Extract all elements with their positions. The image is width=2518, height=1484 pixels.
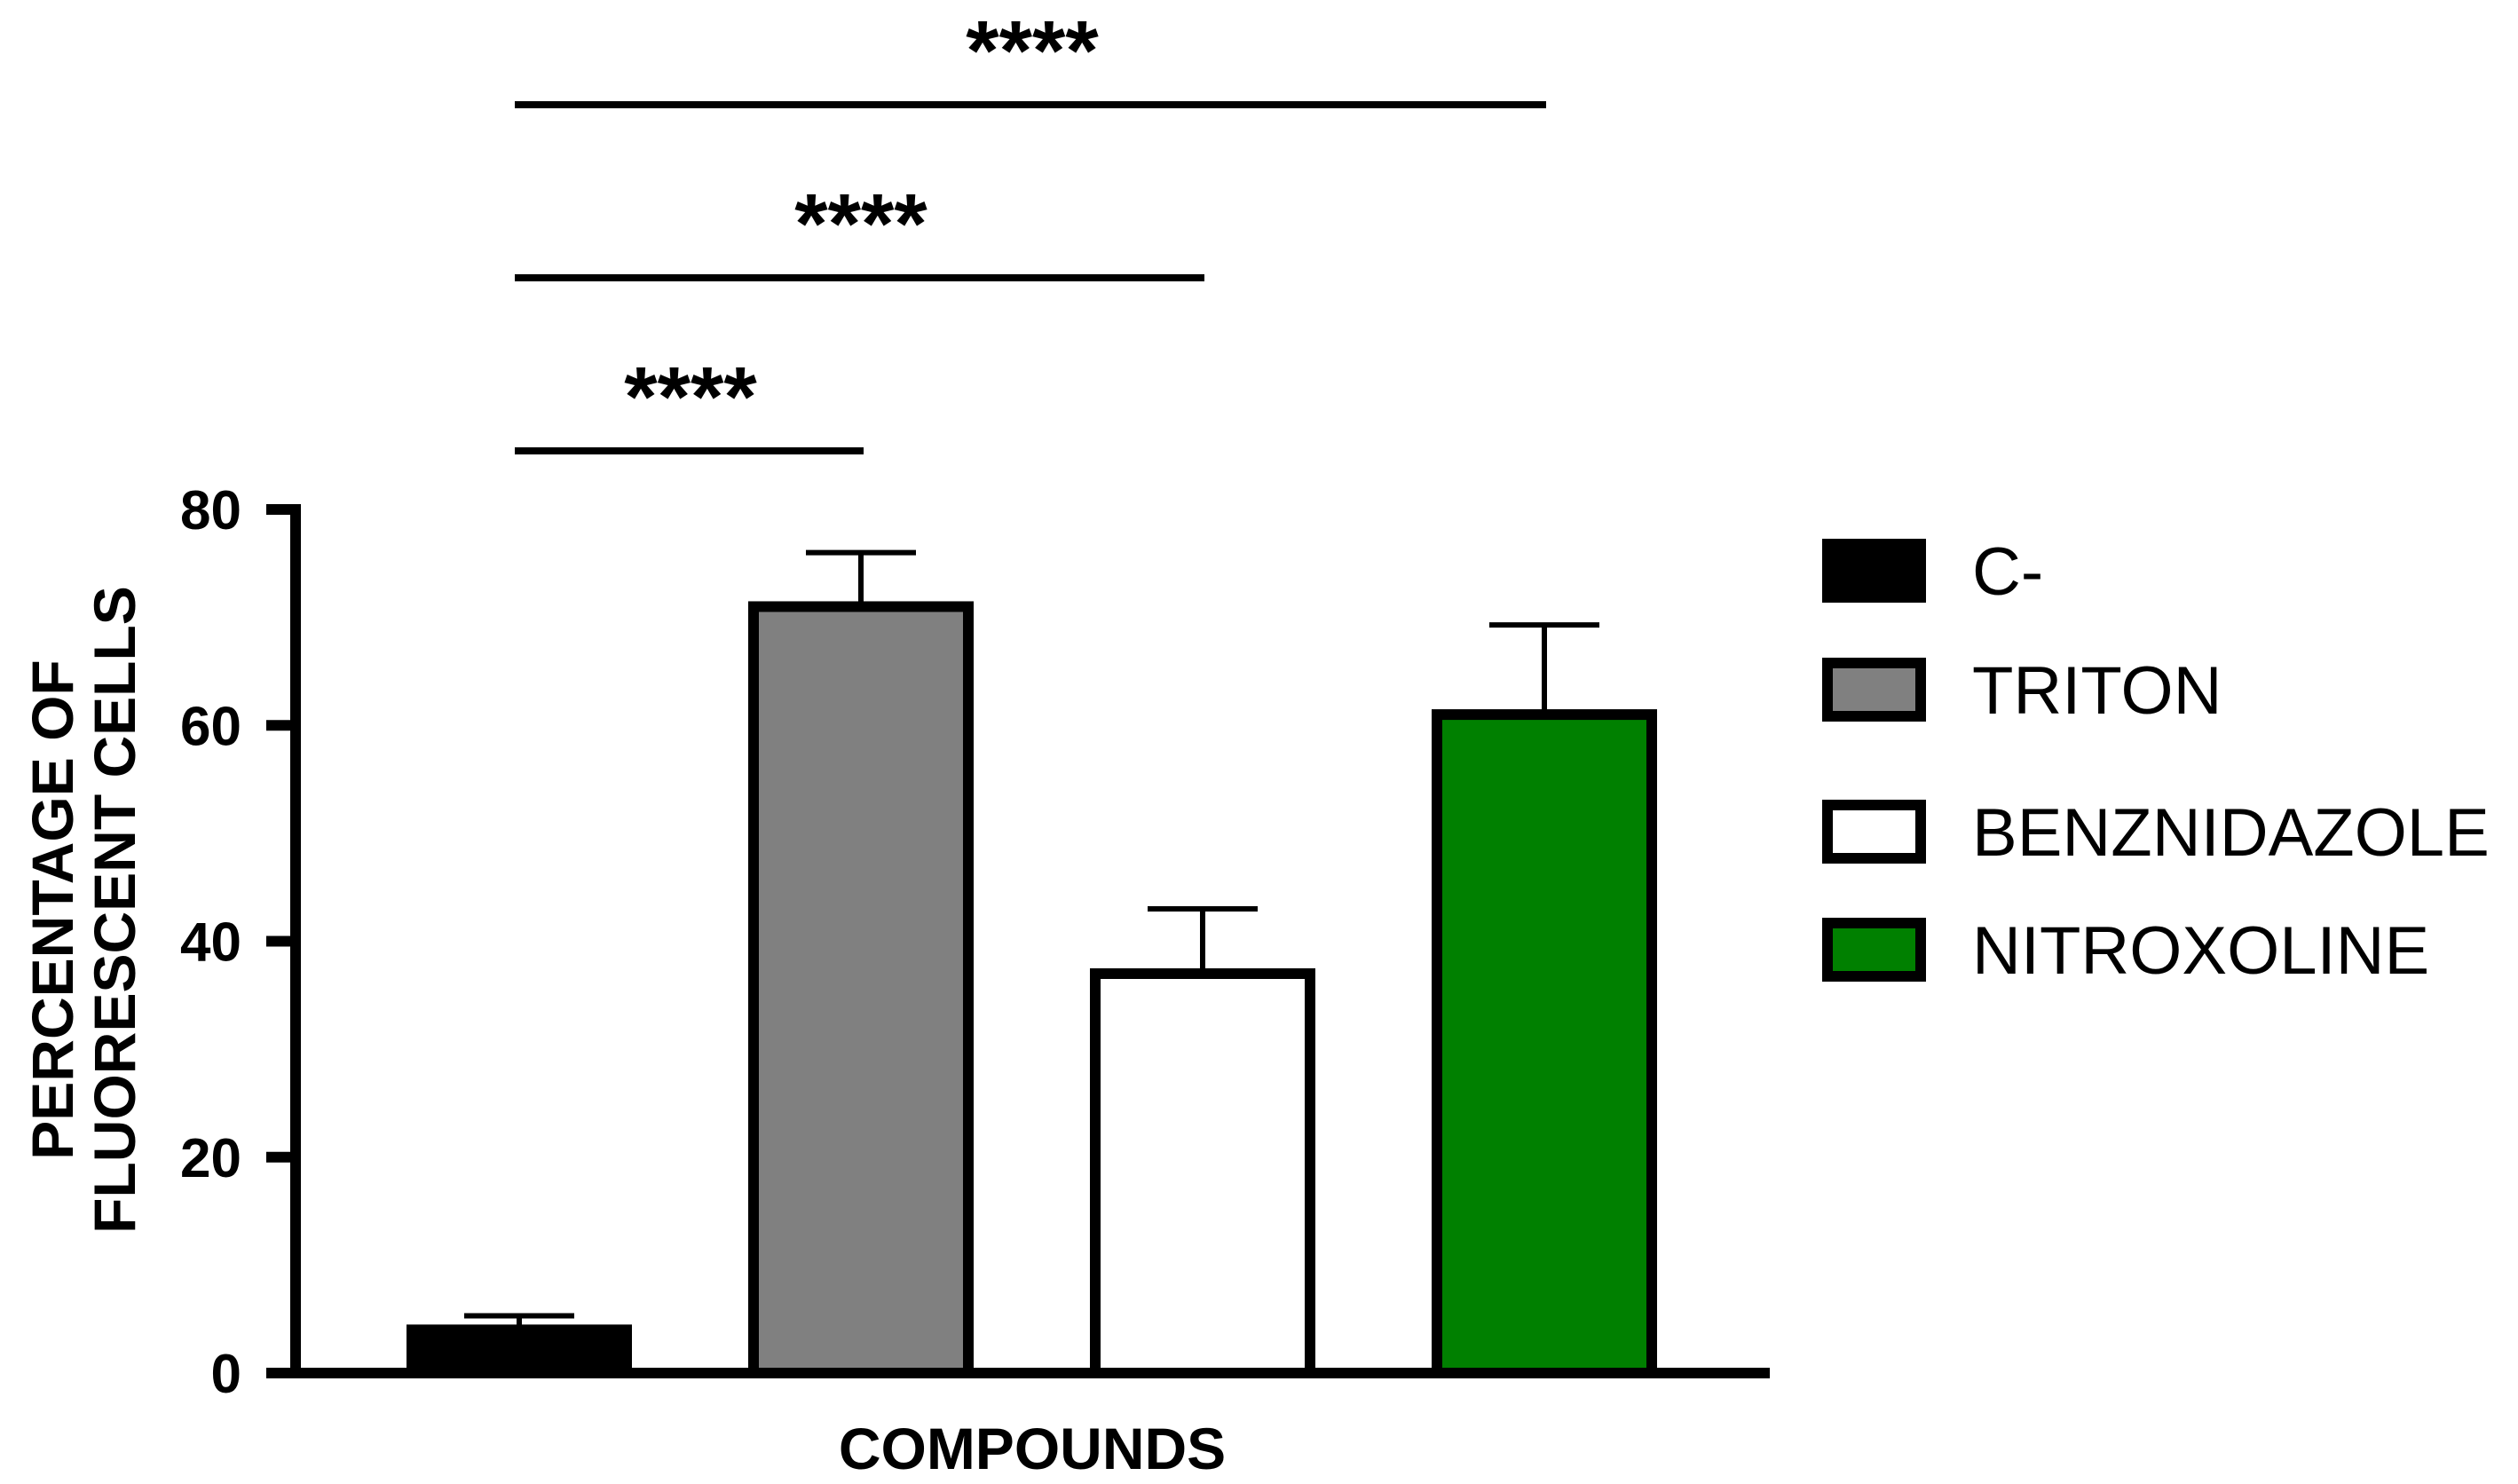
legend-label-2: TRITON <box>1972 653 2222 729</box>
y-ticks-layer: 0 20 40 60 80 <box>180 480 296 1405</box>
y-axis-title-line-1: PERCENTAGE OF <box>20 659 85 1159</box>
bar-2 <box>748 601 974 1378</box>
legend-swatch-2 <box>1822 658 1926 722</box>
y-tick-label-20: 20 <box>180 1128 241 1189</box>
legend-swatch-4 <box>1822 918 1926 982</box>
x-axis-title: COMPOUNDS <box>839 1416 1226 1480</box>
y-tick-label-60: 60 <box>180 696 241 757</box>
legend-label-1: C- <box>1972 534 2043 610</box>
bar-3 <box>1090 967 1315 1379</box>
error-bars-layer <box>464 549 1599 1330</box>
legend: C- TRITON BENZNIDAZOLE NITROXOLINE <box>1822 534 2490 989</box>
y-tick-label-80: 80 <box>180 480 241 541</box>
y-axis-title: PERCENTAGE OF <box>20 659 85 1159</box>
significance-layer: **** **** **** <box>515 4 1546 454</box>
significance-label-3: **** <box>966 4 1099 99</box>
legend-label-4: NITROXOLINE <box>1972 913 2429 989</box>
bar-4 <box>1432 709 1657 1378</box>
significance-label-1: **** <box>624 350 757 445</box>
y-axis-title-line-2: FLUORESCENT CELLS <box>82 586 147 1234</box>
bars-layer <box>407 601 1657 1379</box>
bar-1 <box>407 1324 632 1378</box>
y-tick-label-0: 0 <box>211 1344 241 1405</box>
significance-label-2: **** <box>794 177 927 272</box>
legend-label-3: BENZNIDAZOLE <box>1972 795 2490 871</box>
y-tick-label-40: 40 <box>180 912 241 974</box>
legend-swatch-1 <box>1822 539 1926 603</box>
legend-swatch-3 <box>1822 800 1926 864</box>
